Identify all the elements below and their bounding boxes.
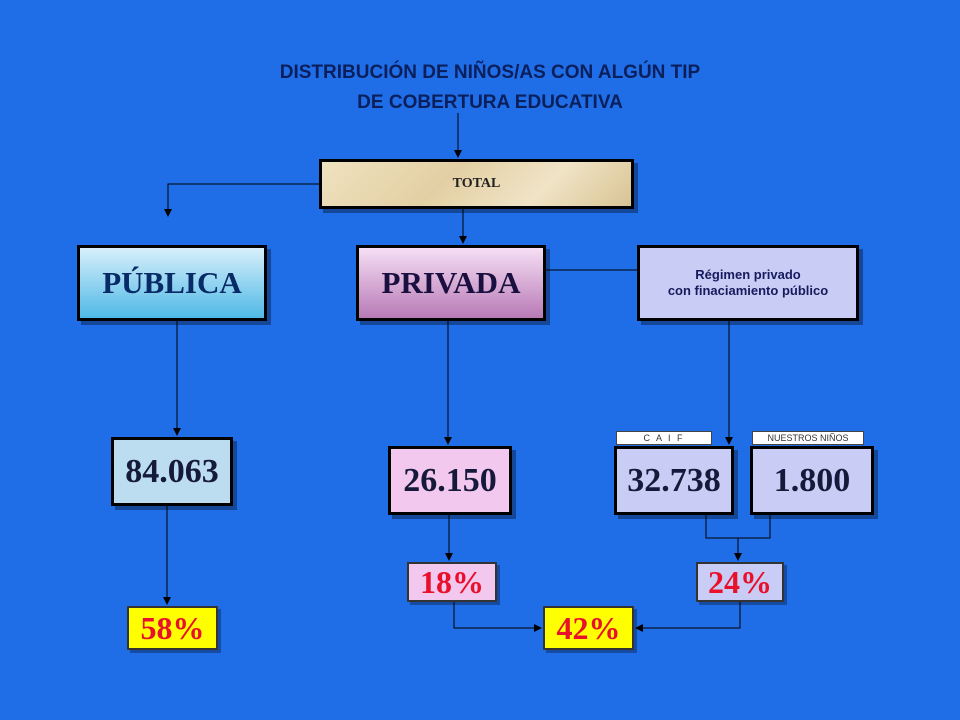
publica-value-box: 84.063 bbox=[111, 437, 233, 506]
nuestros-ninos-value-box: 1.800 bbox=[750, 446, 874, 515]
regimen-percent: 24% bbox=[708, 563, 772, 600]
connector-caif-nuestros-join bbox=[705, 515, 771, 539]
regimen-percent-box: 24% bbox=[696, 562, 784, 602]
publica-percent: 58% bbox=[140, 609, 205, 646]
publica-value: 84.063 bbox=[125, 452, 219, 490]
publica-percent-box: 58% bbox=[127, 606, 218, 650]
diagram-title-line2: DE COBERTURA EDUCATIVA bbox=[357, 92, 623, 113]
privada-percent-box: 18% bbox=[407, 562, 497, 602]
caif-value: 32.738 bbox=[627, 461, 721, 499]
combined-percent-box: 42% bbox=[543, 606, 634, 650]
connector-total-publica bbox=[164, 183, 319, 217]
total-label: TOTAL bbox=[452, 176, 501, 191]
nuestros-ninos-tag: NUESTROS NIÑOS bbox=[752, 431, 864, 445]
privada-node: PRIVADA bbox=[356, 245, 546, 321]
regimen-node: Régimen privado con finaciamiento públic… bbox=[637, 245, 859, 321]
diagram-title-line1: DISTRIBUCIÓN DE NIÑOS/AS CON ALGÚN TIP bbox=[279, 62, 701, 83]
regimen-label-line1: Régimen privado bbox=[695, 267, 801, 282]
caif-tag: C A I F bbox=[616, 431, 712, 445]
privada-percent: 18% bbox=[420, 563, 484, 600]
privada-label: PRIVADA bbox=[381, 265, 521, 300]
privada-value-box: 26.150 bbox=[388, 446, 512, 515]
connector-24-to-42 bbox=[635, 602, 741, 632]
nuestros-ninos-value: 1.800 bbox=[773, 461, 851, 499]
combined-percent: 42% bbox=[556, 609, 621, 646]
privada-value: 26.150 bbox=[403, 461, 497, 499]
total-node: TOTAL bbox=[319, 159, 634, 209]
publica-label: PÚBLICA bbox=[102, 265, 242, 300]
regimen-label-line2: con finaciamiento público bbox=[667, 283, 829, 298]
caif-value-box: 32.738 bbox=[614, 446, 734, 515]
publica-node: PÚBLICA bbox=[77, 245, 267, 321]
connector-18-to-42 bbox=[453, 602, 542, 632]
